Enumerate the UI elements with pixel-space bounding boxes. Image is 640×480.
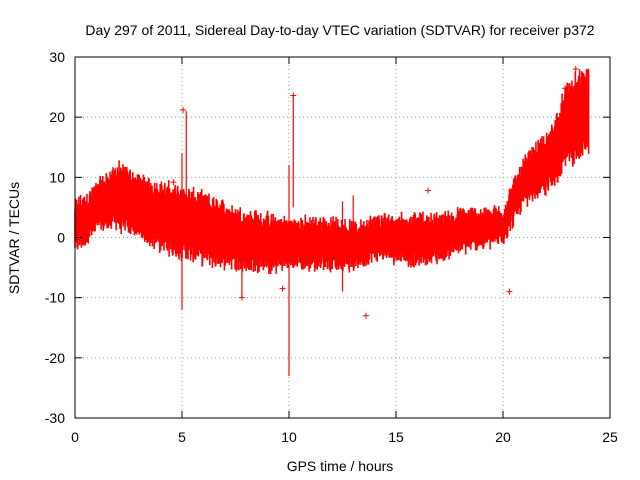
data-point-marker: [425, 187, 432, 194]
x-tick-label: 0: [71, 429, 79, 445]
y-tick-label: 10: [49, 169, 65, 185]
x-tick-label: 25: [602, 429, 618, 445]
data-point-marker: [562, 85, 569, 92]
y-tick-label: 30: [49, 49, 65, 65]
x-tick-label: 15: [388, 429, 404, 445]
y-tick-label: 20: [49, 109, 65, 125]
ticks: 0 5 10 15 20 25 -30 -20 -10 0 10 20 30: [45, 49, 618, 445]
x-axis-label: GPS time / hours: [287, 458, 394, 474]
x-tick-label: 5: [178, 429, 186, 445]
data-point-marker: [279, 285, 286, 292]
data-point-marker: [506, 288, 513, 295]
x-tick-label: 10: [281, 429, 297, 445]
y-tick-label: -30: [45, 410, 65, 426]
data-point-marker: [238, 294, 245, 301]
y-tick-label: -20: [45, 350, 65, 366]
chart-title: Day 297 of 2011, Sidereal Day-to-day VTE…: [85, 22, 594, 38]
x-tick-label: 20: [495, 429, 511, 445]
data-point-marker: [180, 106, 187, 113]
data-point-marker: [290, 92, 297, 99]
y-axis-label: SDTVAR / TECUs: [6, 182, 22, 294]
data-point-marker: [363, 312, 370, 319]
y-tick-label: 0: [57, 230, 65, 246]
data-point-marker: [572, 66, 579, 73]
data-point-marker: [581, 76, 588, 83]
data-point-marker: [170, 179, 177, 186]
data-series: [74, 66, 590, 376]
y-tick-label: -10: [45, 290, 65, 306]
